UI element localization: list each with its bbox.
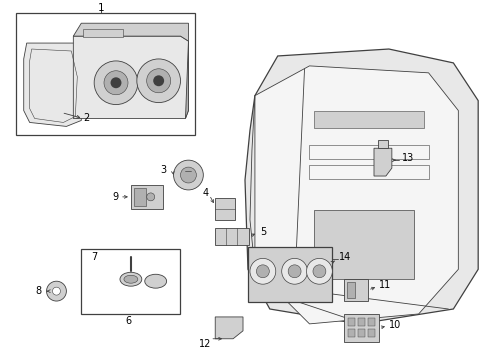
Polygon shape <box>73 36 188 118</box>
Circle shape <box>312 265 325 278</box>
Polygon shape <box>244 49 477 324</box>
Ellipse shape <box>123 275 138 283</box>
Bar <box>367 329 374 337</box>
Bar <box>247 247 332 302</box>
Circle shape <box>104 71 128 95</box>
Text: 14: 14 <box>339 252 351 262</box>
Bar <box>367 318 374 326</box>
Polygon shape <box>254 66 457 324</box>
Ellipse shape <box>120 272 142 286</box>
Circle shape <box>110 77 121 88</box>
Text: 10: 10 <box>388 320 400 330</box>
Text: 6: 6 <box>125 316 132 326</box>
Circle shape <box>146 69 170 93</box>
Circle shape <box>281 258 307 284</box>
Circle shape <box>137 59 180 103</box>
Polygon shape <box>377 140 387 148</box>
Bar <box>346 282 354 298</box>
Circle shape <box>180 167 196 183</box>
Text: 13: 13 <box>401 153 413 163</box>
Circle shape <box>52 287 61 295</box>
Circle shape <box>249 258 275 284</box>
Text: 1: 1 <box>98 3 104 13</box>
Circle shape <box>287 265 301 278</box>
Text: 3: 3 <box>160 165 166 175</box>
Text: 7: 7 <box>91 252 97 262</box>
Polygon shape <box>215 317 243 339</box>
Text: 2: 2 <box>83 113 89 123</box>
Bar <box>81 249 180 314</box>
Bar <box>134 188 145 206</box>
Bar <box>357 318 365 326</box>
Bar <box>344 314 378 342</box>
Bar <box>215 198 235 220</box>
Text: 12: 12 <box>199 339 211 349</box>
Text: 5: 5 <box>259 226 265 237</box>
Bar <box>16 13 195 135</box>
Text: 8: 8 <box>36 286 41 296</box>
Bar <box>347 318 354 326</box>
Circle shape <box>173 160 203 190</box>
Polygon shape <box>373 148 391 176</box>
Bar <box>309 145 427 159</box>
Bar <box>215 228 248 246</box>
Polygon shape <box>73 23 188 41</box>
Bar <box>309 165 427 179</box>
Bar <box>344 279 367 301</box>
Text: 4: 4 <box>202 188 208 198</box>
Bar <box>347 329 354 337</box>
Circle shape <box>46 281 66 301</box>
Polygon shape <box>24 43 83 126</box>
Circle shape <box>256 265 269 278</box>
Circle shape <box>146 193 154 201</box>
Bar <box>314 210 413 279</box>
Ellipse shape <box>144 274 166 288</box>
Bar <box>83 29 122 37</box>
Text: 9: 9 <box>113 192 119 202</box>
Circle shape <box>306 258 332 284</box>
Circle shape <box>94 61 138 105</box>
Bar <box>314 111 423 129</box>
Text: 11: 11 <box>378 280 390 290</box>
Circle shape <box>153 75 164 86</box>
Bar <box>131 185 163 209</box>
Polygon shape <box>185 41 188 118</box>
Bar <box>357 329 365 337</box>
